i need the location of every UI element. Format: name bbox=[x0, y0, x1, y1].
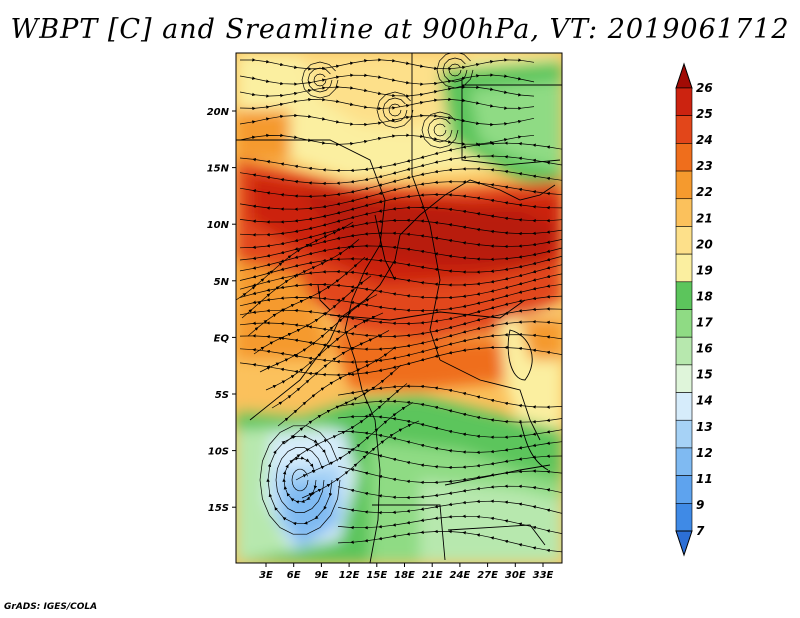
colorbar-label: 9 bbox=[696, 498, 704, 512]
lon-label: 9E bbox=[315, 570, 329, 581]
colorbar-swatch bbox=[675, 364, 693, 393]
colorbar-label: 11 bbox=[696, 472, 713, 486]
map-frame bbox=[235, 52, 563, 564]
colorbar-swatch bbox=[675, 503, 693, 532]
colorbar-label: 15 bbox=[696, 368, 713, 382]
colorbar-label: 7 bbox=[696, 524, 705, 538]
axis-ticks bbox=[232, 110, 544, 567]
colorbar-label: 23 bbox=[696, 159, 713, 173]
streamline bbox=[337, 499, 562, 515]
colorbar-swatch bbox=[675, 226, 693, 255]
footer-credit: GrADS: IGES/COLA bbox=[4, 602, 98, 612]
lat-label: 10N bbox=[207, 220, 230, 231]
streamline bbox=[239, 133, 535, 147]
colorbar-label: 20 bbox=[696, 237, 713, 251]
streamline bbox=[239, 85, 535, 98]
colorbar-top-triangle bbox=[675, 62, 693, 89]
colorbar-swatch bbox=[675, 253, 693, 283]
lat-label: 15S bbox=[208, 503, 229, 514]
lon-label: 6E bbox=[287, 570, 301, 581]
colorbar-label: 21 bbox=[696, 211, 713, 225]
colorbar-label: 18 bbox=[696, 289, 713, 303]
colorbar-swatch bbox=[675, 281, 693, 310]
colorbar-swatch bbox=[675, 115, 693, 144]
streamline bbox=[239, 97, 535, 111]
colorbar-label: 19 bbox=[696, 263, 713, 277]
colorbar-swatch bbox=[675, 447, 693, 476]
lat-label: 20N bbox=[207, 107, 230, 118]
streamline bbox=[259, 425, 341, 535]
colorbar-swatch bbox=[675, 198, 693, 227]
colorbar-label: 13 bbox=[696, 420, 713, 434]
colorbar-label: 12 bbox=[696, 446, 713, 460]
streamline bbox=[337, 465, 562, 485]
streamline bbox=[337, 447, 562, 470]
colorbar-bottom-triangle bbox=[675, 530, 693, 557]
streamline bbox=[239, 113, 535, 127]
chart-title: WBPT [C] and Sreamline at 900hPa, VT: 20… bbox=[10, 14, 790, 45]
streamline bbox=[239, 73, 535, 86]
colorbar-label: 24 bbox=[696, 133, 713, 147]
lon-label: 12E bbox=[339, 570, 360, 581]
lon-label: 18E bbox=[394, 570, 415, 581]
lat-label: 5S bbox=[215, 390, 229, 401]
longitude-labels: 3E 6E 9E 12E 15E 18E 21E 24E 27E 30E 33E bbox=[259, 570, 553, 581]
lon-label: 3E bbox=[259, 570, 273, 581]
colorbar-swatch bbox=[675, 87, 693, 116]
colorbar-swatch bbox=[675, 336, 693, 366]
map-area bbox=[236, 53, 562, 563]
colorbar-swatch bbox=[675, 309, 693, 338]
colorbar-label: 14 bbox=[696, 394, 713, 408]
lon-label: 21E bbox=[422, 570, 443, 581]
lon-label: 30E bbox=[505, 570, 526, 581]
colorbar-swatch bbox=[675, 392, 693, 421]
streamline bbox=[337, 484, 562, 500]
colorbar-swatch bbox=[675, 475, 693, 504]
lon-label: 27E bbox=[477, 570, 498, 581]
streamline bbox=[337, 514, 562, 534]
colorbar-label: 25 bbox=[696, 107, 713, 121]
lat-label: EQ bbox=[214, 333, 230, 344]
lat-label: 15N bbox=[207, 164, 230, 175]
lon-label: 33E bbox=[533, 570, 554, 581]
lat-label: 5N bbox=[214, 277, 230, 288]
latitude-labels: 20N 15N 10N 5N EQ 5S 10S 15S bbox=[207, 107, 230, 514]
colorbar-label: 26 bbox=[696, 81, 713, 95]
colorbar-swatch bbox=[675, 419, 693, 449]
streamline bbox=[337, 529, 562, 553]
colorbar-label: 22 bbox=[696, 185, 713, 199]
lat-label: 10S bbox=[208, 447, 229, 458]
colorbar-swatch bbox=[675, 143, 693, 172]
lon-label: 24E bbox=[450, 570, 471, 581]
colorbar: 26 25 24 23 22 21 20 19 18 17 16 15 14 13 12 11 9 7 bbox=[675, 62, 713, 557]
colorbar-label: 17 bbox=[696, 316, 713, 330]
colorbar-label: 16 bbox=[696, 342, 713, 356]
streamline bbox=[240, 58, 535, 71]
streamlines bbox=[236, 53, 562, 553]
lon-label: 15E bbox=[366, 570, 387, 581]
colorbar-swatch bbox=[675, 170, 693, 200]
streamline bbox=[266, 434, 333, 526]
